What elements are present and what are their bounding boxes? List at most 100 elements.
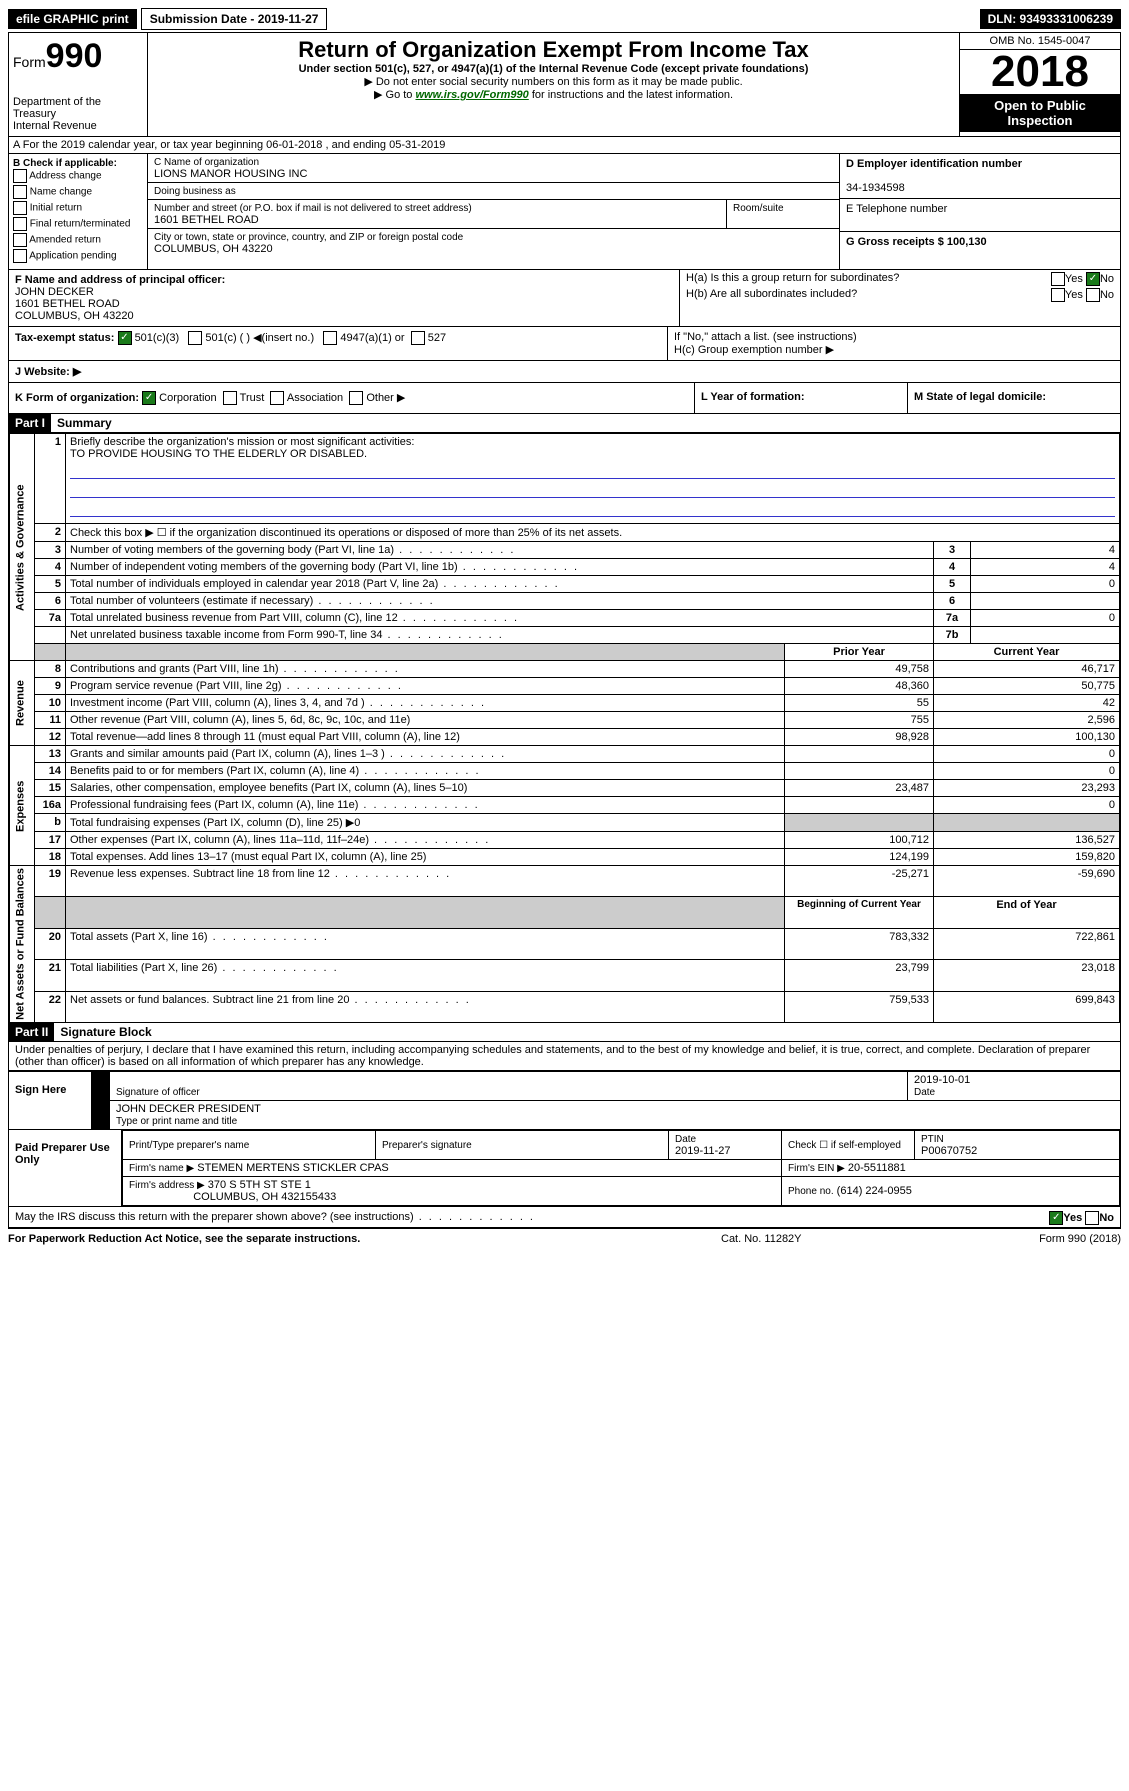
501c-checkbox[interactable] (188, 331, 202, 345)
street-label: Number and street (or P.O. box if mail i… (154, 203, 472, 214)
line14-num: 14 (35, 763, 66, 780)
discuss-text: May the IRS discuss this return with the… (15, 1211, 535, 1223)
corp-checkbox[interactable]: ✓ (142, 391, 156, 405)
line7b-lbl: 7b (934, 627, 971, 644)
line7b-num (35, 627, 66, 644)
line7b-val (971, 627, 1120, 644)
penalty-text: Under penalties of perjury, I declare th… (9, 1042, 1120, 1071)
line17-prior: 100,712 (785, 832, 934, 849)
checkbox-amended[interactable] (13, 233, 27, 247)
current-year-header: Current Year (934, 644, 1120, 661)
officer-label: F Name and address of principal officer: (15, 274, 225, 286)
line12-current: 100,130 (934, 729, 1120, 746)
dln: DLN: 93493331006239 (980, 9, 1121, 29)
form-number: 990 (46, 37, 103, 75)
checkbox-name[interactable] (13, 185, 27, 199)
4947-label: 4947(a)(1) or (340, 332, 404, 344)
line15-prior: 23,487 (785, 780, 934, 797)
ha-yes-checkbox[interactable] (1051, 272, 1065, 286)
line11-current: 2,596 (934, 712, 1120, 729)
state-domicile-label: M State of legal domicile: (914, 391, 1046, 403)
ha-no-checkbox[interactable]: ✓ (1086, 272, 1100, 286)
tax-year: 2018 (960, 50, 1120, 94)
line13-prior (785, 746, 934, 763)
label-initial: Initial return (30, 203, 82, 214)
form-org-label: K Form of organization: (15, 392, 139, 404)
line11-text: Other revenue (Part VIII, column (A), li… (66, 712, 785, 729)
hb-yes-label: Yes (1065, 289, 1083, 301)
line22-num: 22 (35, 991, 66, 1022)
firm-name-label: Firm's name ▶ (129, 1163, 194, 1174)
prior-year-header: Prior Year (785, 644, 934, 661)
line4-num: 4 (35, 559, 66, 576)
firm-name-value: STEMEN MERTENS STICKLER CPAS (197, 1162, 389, 1174)
dept-irs: Internal Revenue (13, 120, 143, 132)
gross-receipts: G Gross receipts $ 100,130 (846, 236, 987, 248)
line8-text: Contributions and grants (Part VIII, lin… (66, 661, 785, 678)
discuss-yes-checkbox[interactable]: ✓ (1049, 1211, 1063, 1225)
501c3-label: 501(c)(3) (135, 332, 180, 344)
assoc-label: Association (287, 392, 343, 404)
officer-typed-name: JOHN DECKER PRESIDENT (116, 1103, 261, 1115)
other-checkbox[interactable] (349, 391, 363, 405)
line16a-prior (785, 797, 934, 814)
line20-prior: 783,332 (785, 928, 934, 959)
line16b-current (934, 814, 1120, 832)
assoc-checkbox[interactable] (270, 391, 284, 405)
checkbox-final[interactable] (13, 217, 27, 231)
line8-prior: 49,758 (785, 661, 934, 678)
527-label: 527 (428, 332, 446, 344)
ptin-value: P00670752 (921, 1145, 977, 1157)
part2-header: Part II (9, 1023, 54, 1041)
city-label: City or town, state or province, country… (154, 232, 463, 243)
hb-yes-checkbox[interactable] (1051, 288, 1065, 302)
side-activities: Activities & Governance (10, 434, 35, 661)
irs-link[interactable]: www.irs.gov/Form990 (415, 89, 528, 101)
part1-header: Part I (9, 414, 51, 432)
col-b-checkboxes: B Check if applicable: Address change Na… (9, 154, 148, 269)
line21-prior: 23,799 (785, 960, 934, 991)
checkbox-app[interactable] (13, 249, 27, 263)
beg-year-header: Beginning of Current Year (785, 897, 934, 928)
trust-checkbox[interactable] (223, 391, 237, 405)
line13-num: 13 (35, 746, 66, 763)
side-expenses: Expenses (10, 746, 35, 866)
line11-num: 11 (35, 712, 66, 729)
corp-label: Corporation (159, 392, 216, 404)
line19-prior: -25,271 (785, 866, 934, 897)
prep-check-label: Check ☐ if self-employed (788, 1140, 901, 1151)
line16a-text: Professional fundraising fees (Part IX, … (66, 797, 785, 814)
501c3-checkbox[interactable]: ✓ (118, 331, 132, 345)
checkbox-initial[interactable] (13, 201, 27, 215)
part2-title: Signature Block (54, 1023, 157, 1041)
527-checkbox[interactable] (411, 331, 425, 345)
line21-text: Total liabilities (Part X, line 26) (66, 960, 785, 991)
ha-yes-label: Yes (1065, 273, 1083, 285)
line3-val: 4 (971, 542, 1120, 559)
line3-text: Number of voting members of the governin… (66, 542, 934, 559)
efile-button[interactable]: efile GRAPHIC print (8, 9, 137, 29)
line9-prior: 48,360 (785, 678, 934, 695)
open-public-badge: Open to Public Inspection (960, 94, 1120, 132)
form-subtitle: Under section 501(c), 527, or 4947(a)(1)… (152, 63, 955, 75)
line2-text: Check this box ▶ ☐ if the organization d… (66, 524, 1120, 542)
4947-checkbox[interactable] (323, 331, 337, 345)
checkbox-address[interactable] (13, 169, 27, 183)
side-netassets: Net Assets or Fund Balances (10, 866, 35, 1023)
line4-text: Number of independent voting members of … (66, 559, 934, 576)
line22-prior: 759,533 (785, 991, 934, 1022)
firm-ein-label: Firm's EIN ▶ (788, 1163, 845, 1174)
line16b-prior (785, 814, 934, 832)
line14-text: Benefits paid to or for members (Part IX… (66, 763, 785, 780)
sig-officer-label: Signature of officer (116, 1087, 200, 1098)
hb-no-checkbox[interactable] (1086, 288, 1100, 302)
form-prefix: Form (13, 54, 46, 70)
sign-arrow-icon (92, 1072, 110, 1100)
officer-city: COLUMBUS, OH 43220 (15, 310, 134, 322)
line10-current: 42 (934, 695, 1120, 712)
discuss-no-checkbox[interactable] (1085, 1211, 1099, 1225)
firm-addr-label: Firm's address ▶ (129, 1180, 205, 1191)
501c-label: 501(c) ( ) ◀(insert no.) (205, 332, 314, 344)
spacer (35, 644, 66, 661)
ein-value: 34-1934598 (846, 182, 905, 194)
